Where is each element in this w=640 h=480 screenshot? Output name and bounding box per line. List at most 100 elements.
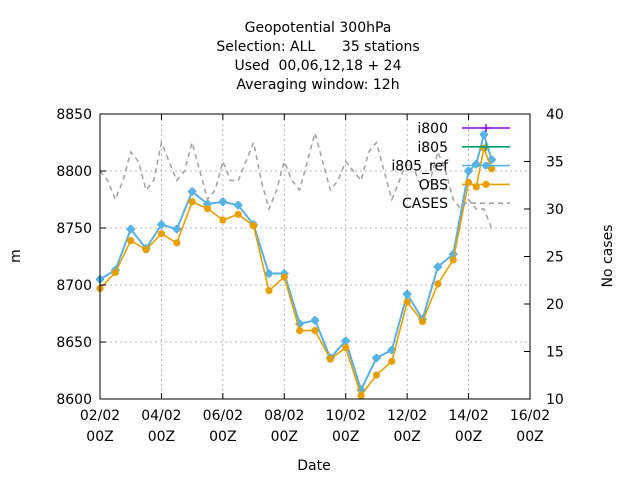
data-point [488, 165, 496, 173]
y-tick-label: 8750 [56, 221, 92, 237]
data-point [434, 263, 442, 271]
title-line-4: Averaging window: 12h [236, 77, 399, 93]
data-point [482, 162, 490, 170]
y-tick-label: 8800 [56, 164, 92, 180]
legend-label: i805_ref [391, 159, 449, 175]
data-point [157, 220, 166, 229]
data-point [482, 142, 490, 151]
axes [99, 113, 531, 400]
data-point [418, 317, 427, 326]
y-tick-label: 8850 [56, 107, 92, 123]
y-tick-label: 8600 [56, 392, 92, 408]
data-point [265, 270, 273, 278]
data-point [482, 124, 490, 132]
series-line [99, 131, 493, 393]
data-point [173, 239, 181, 247]
y-tick-label: 8650 [56, 335, 92, 351]
y2-tick-label: 20 [546, 297, 564, 313]
x-tick-label: 14/02 [448, 408, 488, 424]
data-point [219, 198, 227, 206]
data-point [249, 222, 258, 230]
x-tick-label-time: 00Z [516, 429, 543, 445]
legend: i800 i805 i805_ref OBS CASES [391, 121, 510, 212]
data-point [403, 290, 411, 298]
grid [100, 114, 530, 399]
y2-axis-label: No cases [600, 225, 616, 288]
data-point [188, 198, 196, 206]
data-point [111, 268, 119, 277]
x-tick-label-time: 00Z [148, 429, 175, 445]
legend-entry: i805_ref [391, 159, 510, 175]
y-axis-label: m [8, 249, 24, 263]
series-line [99, 145, 493, 398]
x-tick-label-time: 00Z [86, 429, 113, 445]
x-tick-label: 02/02 [80, 408, 120, 424]
x-tick-label: 08/02 [264, 408, 304, 424]
y2-tick-label: 40 [546, 107, 564, 123]
data-point [372, 354, 381, 362]
legend-entry: OBS [419, 177, 510, 193]
data-point [357, 391, 365, 400]
data-point [265, 287, 273, 295]
x-tick-label: 12/02 [387, 408, 427, 424]
data-point [342, 344, 350, 352]
tick-labels: 8600 8650 8700 8750 8800 8850 10 15 20 25 30 35 40 02… [56, 107, 563, 445]
data-point [127, 225, 135, 233]
data-point [188, 187, 196, 196]
y2-tick-label: 30 [546, 202, 564, 218]
data-point [234, 210, 242, 218]
x-tick-label-time: 00Z [209, 429, 236, 445]
legend-entry: i805 [417, 140, 510, 156]
plot-series [96, 130, 496, 400]
data-point [372, 371, 381, 379]
data-point [434, 280, 442, 288]
data-point [219, 216, 227, 224]
x-tick-label: 06/02 [203, 408, 243, 424]
data-point [157, 230, 166, 238]
data-point [449, 256, 457, 264]
series-obs [96, 144, 496, 400]
data-point [280, 273, 288, 281]
legend-entry: i800 [417, 121, 510, 137]
legend-entry: CASES [402, 196, 510, 212]
data-point [326, 355, 334, 363]
data-point [480, 130, 488, 139]
title-line-1: Geopotential 300hPa [245, 20, 392, 36]
plot-frame [99, 113, 531, 400]
data-point [127, 236, 135, 245]
data-point [311, 327, 319, 335]
x-tick-label: 10/02 [326, 408, 366, 424]
data-point [482, 180, 490, 188]
legend-label: i800 [417, 121, 448, 137]
data-point [488, 156, 496, 164]
x-tick-label-time: 00Z [455, 429, 482, 445]
x-tick-label-time: 00Z [332, 429, 359, 445]
x-tick-label: 16/02 [510, 408, 550, 424]
y2-tick-label: 10 [546, 392, 564, 408]
x-axis-label: Date [297, 458, 330, 474]
data-point [296, 327, 304, 335]
chart-title: Geopotential 300hPa Selection: ALL 35 st… [216, 20, 419, 93]
data-point [472, 160, 480, 168]
data-point [342, 337, 350, 345]
data-point [464, 167, 473, 175]
y2-tick-label: 35 [546, 155, 564, 171]
y-tick-label: 8700 [56, 278, 92, 294]
x-tick-label-time: 00Z [393, 429, 420, 445]
y2-tick-label: 15 [546, 345, 564, 361]
legend-label: CASES [402, 196, 448, 212]
data-point [388, 357, 396, 365]
data-point [173, 225, 181, 233]
legend-label: OBS [419, 177, 448, 193]
x-tick-label-time: 00Z [271, 429, 298, 445]
data-point [203, 205, 212, 213]
y2-tick-label: 25 [546, 250, 564, 266]
data-point [403, 298, 411, 306]
data-point [142, 246, 150, 254]
data-point [311, 316, 319, 324]
x-tick-label: 04/02 [141, 408, 181, 424]
title-line-3: Used 00,06,12,18 + 24 [235, 58, 402, 74]
data-point [234, 201, 242, 209]
legend-label: i805 [417, 140, 448, 156]
